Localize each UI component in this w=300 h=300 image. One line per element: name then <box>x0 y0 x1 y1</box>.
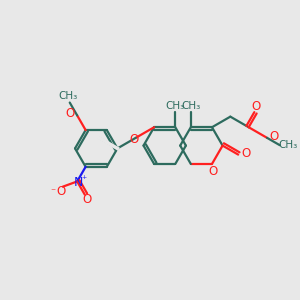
Text: O: O <box>269 130 278 143</box>
Text: N: N <box>74 176 83 189</box>
Text: ⁻: ⁻ <box>51 187 56 197</box>
Text: O: O <box>251 100 261 113</box>
Text: O: O <box>242 147 251 160</box>
Text: O: O <box>130 133 139 146</box>
Text: CH₃: CH₃ <box>166 101 185 111</box>
Text: O: O <box>65 107 75 120</box>
Text: O: O <box>82 193 92 206</box>
Text: CH₃: CH₃ <box>58 91 78 101</box>
Text: ⁺: ⁺ <box>81 175 86 185</box>
Text: O: O <box>208 165 218 178</box>
Text: CH₃: CH₃ <box>278 140 298 150</box>
Text: O: O <box>56 185 65 198</box>
Text: CH₃: CH₃ <box>181 101 200 111</box>
